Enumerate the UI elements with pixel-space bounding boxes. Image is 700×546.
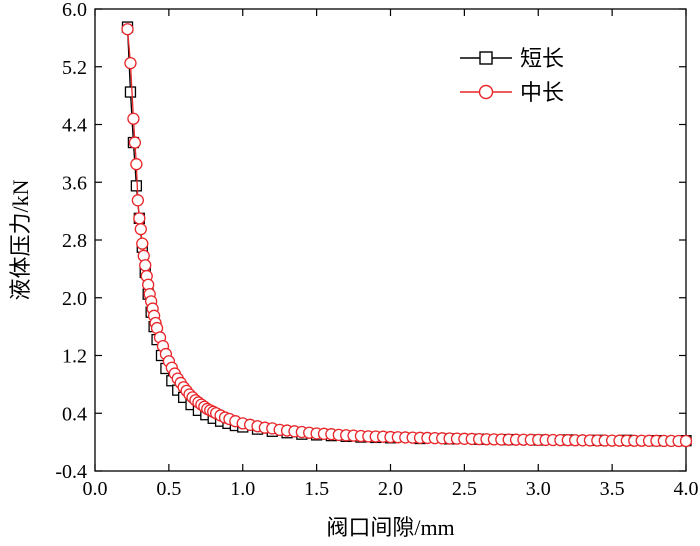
legend-marker-square <box>479 51 493 65</box>
x-tick-label: 0.5 <box>156 478 181 500</box>
legend-label: 中长 <box>520 80 564 105</box>
y-tick-label: 5.2 <box>62 57 87 79</box>
data-point-circle <box>131 194 144 207</box>
y-tick-label: 4.4 <box>62 115 87 137</box>
x-tick-label: 2.0 <box>378 478 403 500</box>
legend-label: 短长 <box>520 46 564 71</box>
axes: 0.0 0.5 1.0 1.5 2.0 2.5 3.0 3.5 4.0 -0.4 0.4 1.2 2.0… <box>55 0 698 500</box>
data-point-circle <box>128 136 142 149</box>
data-point-circle <box>127 112 140 125</box>
y-tick-label: 0.4 <box>62 403 87 425</box>
data-point-circle <box>136 237 149 250</box>
data-point-circle <box>121 23 134 36</box>
y-tick-label: 6.0 <box>62 0 87 21</box>
y-tick-label: 1.2 <box>62 346 87 368</box>
data-point-square <box>130 180 143 192</box>
y-axis-title: 液体压力/kN <box>8 179 33 300</box>
data-point-square <box>124 86 137 98</box>
data-point-circle <box>139 259 152 272</box>
data-point-circle <box>124 56 137 70</box>
x-axis-title: 阀口间隙/mm <box>326 515 454 540</box>
data-point-circle <box>133 212 146 225</box>
x-tick-label: 3.5 <box>600 478 625 500</box>
data-point-circle <box>134 223 147 236</box>
y-tick-label: 2.8 <box>62 230 87 252</box>
x-tick-label: 1.0 <box>230 478 255 500</box>
x-tick-label: 2.5 <box>452 478 477 500</box>
legend-item-2: 中长 <box>460 80 564 105</box>
data-point-circle <box>679 434 693 448</box>
legend-item-1: 短长 <box>460 46 564 71</box>
x-tick-label: 3.0 <box>526 478 551 500</box>
y-tick-label: 3.6 <box>62 172 87 194</box>
data-point-circle <box>130 158 143 171</box>
x-tick-label: 1.5 <box>304 478 329 500</box>
x-tick-label: 4.0 <box>674 478 699 500</box>
y-tick-label: 2.0 <box>62 288 87 310</box>
plot-series <box>121 21 693 448</box>
x-tick-label: 0.0 <box>83 478 108 500</box>
legend-marker-circle <box>478 84 494 100</box>
series-2 <box>121 23 693 448</box>
y-tick-label: -0.4 <box>55 461 87 483</box>
